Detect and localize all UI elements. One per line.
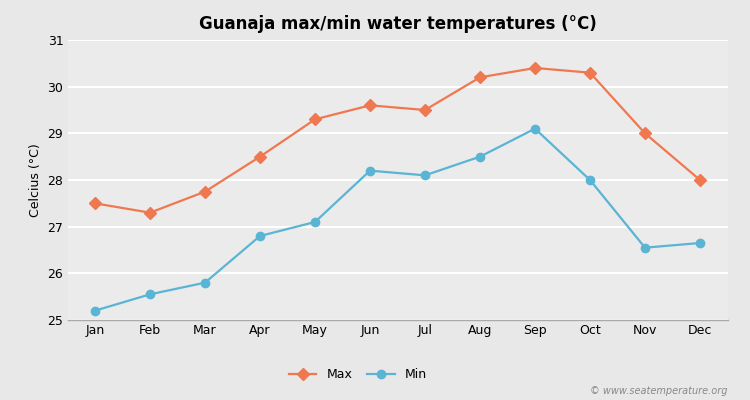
Line: Max: Max xyxy=(91,64,704,217)
Min xyxy=(640,245,650,250)
Min xyxy=(146,292,154,297)
Min xyxy=(530,126,539,131)
Max xyxy=(640,131,650,136)
Max xyxy=(365,103,374,108)
Line: Min: Min xyxy=(91,124,704,315)
Max xyxy=(146,210,154,215)
Min xyxy=(365,168,374,173)
Text: © www.seatemperature.org: © www.seatemperature.org xyxy=(590,386,728,396)
Max xyxy=(586,70,595,75)
Max xyxy=(421,108,430,112)
Max xyxy=(530,66,539,70)
Max xyxy=(200,189,209,194)
Title: Guanaja max/min water temperatures (°C): Guanaja max/min water temperatures (°C) xyxy=(199,15,596,33)
Y-axis label: Celcius (°C): Celcius (°C) xyxy=(29,143,42,217)
Max xyxy=(476,75,484,80)
Min xyxy=(586,178,595,182)
Min xyxy=(200,280,209,285)
Max xyxy=(256,154,265,159)
Min xyxy=(421,173,430,178)
Legend: Max, Min: Max, Min xyxy=(289,368,427,381)
Max xyxy=(310,117,320,122)
Min xyxy=(256,234,265,238)
Min xyxy=(476,154,484,159)
Min xyxy=(310,220,320,224)
Max xyxy=(695,178,704,182)
Min xyxy=(695,240,704,245)
Min xyxy=(91,308,100,313)
Max xyxy=(91,201,100,206)
